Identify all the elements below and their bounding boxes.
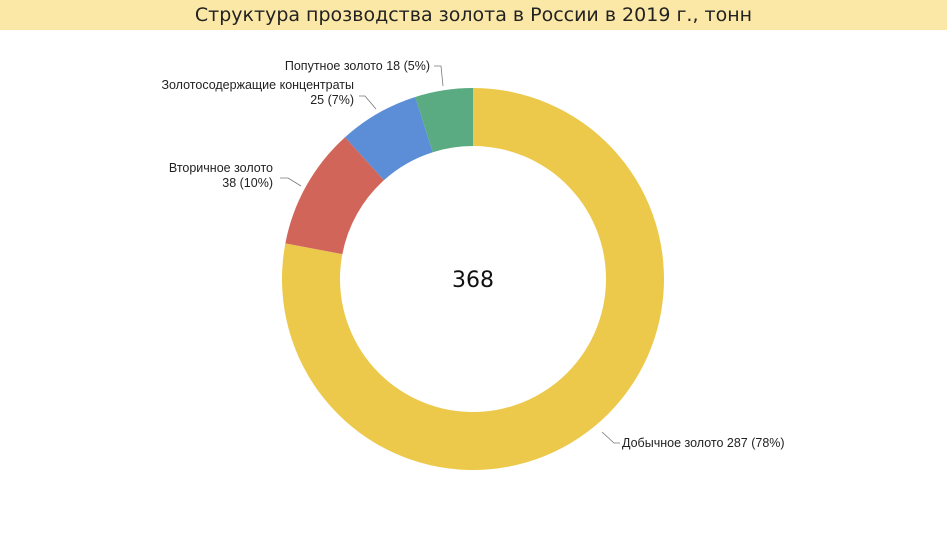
donut-slice (285, 137, 384, 255)
data-label: 25 (7%) (310, 93, 354, 107)
leader-line (434, 65, 444, 87)
data-label: Попутное золото 18 (5%) (285, 59, 430, 73)
center-total: 368 (452, 268, 494, 293)
donut-slice (282, 88, 664, 470)
chart-title: Структура прозводства золота в России в … (0, 0, 947, 30)
data-label: 38 (10%) (222, 176, 273, 190)
leader-line (359, 95, 377, 110)
data-label: Добычное золото 287 (78%) (622, 436, 785, 450)
leader-line (601, 431, 620, 444)
leader-line (280, 177, 302, 187)
data-label: Золотосодержащие концентраты (161, 78, 354, 92)
donut-slice (345, 96, 433, 181)
donut-slice (415, 88, 473, 153)
data-label: Вторичное золото (169, 161, 273, 175)
